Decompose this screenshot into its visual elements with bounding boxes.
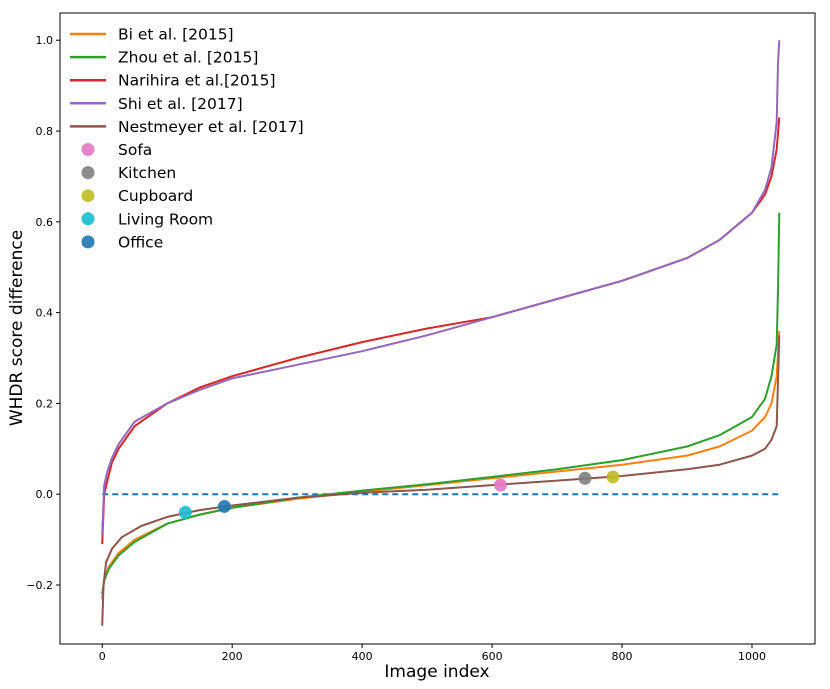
marker-sofa <box>494 478 508 492</box>
x-axis-title: Image index <box>384 662 489 682</box>
legend-swatch <box>81 143 95 156</box>
legend-swatch <box>81 166 95 180</box>
series-line-narihira-et-al-2015 <box>101 117 781 545</box>
x-tick-label: 200 <box>222 650 243 663</box>
y-tick-label: −0.2 <box>26 579 53 592</box>
plot-frame <box>59 12 816 645</box>
legend: Bi et al. [2015] Zhou et al. [2015] Narihi… <box>70 26 304 251</box>
y-tick-label: 0.6 <box>36 216 54 229</box>
series-line-shi-et-al-2017 <box>101 40 781 536</box>
x-tick-label: 800 <box>612 650 633 663</box>
series-layer <box>101 40 781 626</box>
legend-label: Zhou et al. [2015] <box>118 49 258 67</box>
legend-swatch <box>81 212 95 226</box>
legend-label: Narihira et al.[2015] <box>118 72 276 90</box>
legend-label: Nestmeyer et al. [2017] <box>118 118 304 136</box>
series-line-zhou-et-al-2015 <box>101 212 781 595</box>
y-tick-label: 0.0 <box>36 488 54 501</box>
y-tick-label: 0.2 <box>36 397 54 410</box>
legend-label: Bi et al. [2015] <box>118 26 234 44</box>
axis-ticks: 0 200 400 600 800 1000 −0.2 0.0 0.2 0.4 0.6 0.8 1.0 <box>26 34 766 663</box>
x-tick-label: 400 <box>352 650 373 663</box>
legend-label: Shi et al. [2017] <box>118 95 243 113</box>
series-line-nestmeyer-et-al-2017 <box>101 335 781 626</box>
y-tick-label: 1.0 <box>36 34 54 47</box>
legend-label: Office <box>118 233 163 251</box>
marker-office <box>217 499 231 513</box>
x-tick-label: 600 <box>482 650 503 663</box>
marker-kitchen <box>578 471 592 485</box>
marker-cupboard <box>606 470 620 484</box>
legend-swatch <box>81 189 95 203</box>
legend-label: Kitchen <box>118 164 176 182</box>
y-axis-title: WHDR score difference <box>7 230 27 426</box>
x-tick-label: 1000 <box>738 650 766 663</box>
legend-label: Cupboard <box>118 187 193 205</box>
legend-swatch <box>81 235 95 249</box>
legend-label: Living Room <box>118 210 213 228</box>
marker-layer <box>178 470 620 519</box>
x-tick-label: 0 <box>99 650 106 663</box>
y-tick-label: 0.4 <box>36 307 54 320</box>
y-tick-label: 0.8 <box>36 125 54 138</box>
marker-living-room <box>178 505 192 519</box>
legend-label: Sofa <box>118 141 152 159</box>
